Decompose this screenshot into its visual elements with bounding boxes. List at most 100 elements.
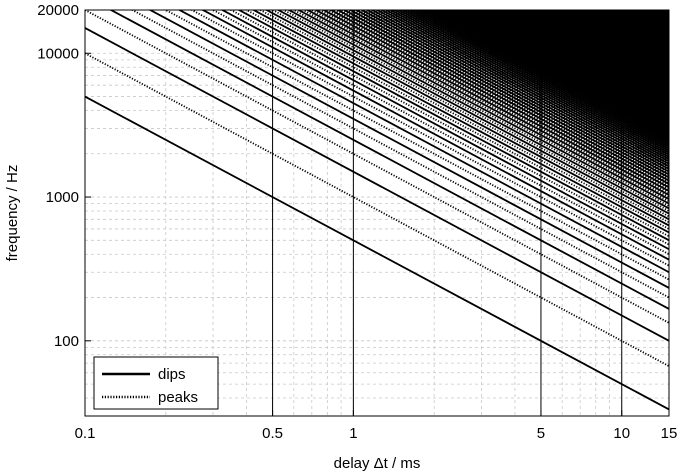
series-lines: [85, 10, 669, 411]
dips-line: [321, 10, 669, 196]
dips-line: [379, 10, 669, 165]
dips-line: [237, 10, 669, 242]
peaks-line: [665, 10, 669, 12]
peaks-line: [406, 10, 669, 151]
dips-line: [370, 10, 669, 170]
peaks-line: [426, 10, 669, 140]
dips-line: [388, 10, 669, 160]
y-tick-label: 20000: [37, 2, 79, 19]
peaks-line: [413, 10, 669, 147]
dips-line: [220, 10, 669, 251]
peaks-line: [402, 10, 669, 153]
peaks-line: [398, 10, 669, 155]
legend-dips-label: dips: [158, 366, 186, 383]
peaks-line: [429, 10, 669, 139]
x-tick-label: 15: [661, 425, 678, 442]
dips-line: [251, 10, 669, 234]
dips-line: [286, 10, 669, 215]
peaks-line: [332, 10, 669, 191]
peaks-line: [130, 10, 669, 299]
x-tick-label: 10: [613, 425, 630, 442]
dips-line: [329, 10, 669, 192]
legend: dips peaks: [93, 356, 219, 410]
peaks-line: [309, 10, 669, 203]
dips-line: [305, 10, 669, 205]
peaks-line: [351, 10, 669, 180]
peaks-line: [362, 10, 669, 174]
peaks-line: [189, 10, 669, 267]
dips-line: [296, 10, 669, 210]
peaks-line: [409, 10, 669, 149]
x-tick-label: 0.5: [262, 425, 283, 442]
peaks-line: [211, 10, 669, 256]
peaks-line: [432, 10, 669, 137]
peaks-line: [382, 10, 669, 164]
dips-line: [264, 10, 669, 227]
peaks-line: [462, 10, 669, 121]
peaks-line: [473, 10, 669, 115]
peaks-line: [453, 10, 669, 126]
peaks-line: [448, 10, 669, 128]
dips-line: [665, 10, 669, 12]
dips-line: [365, 10, 669, 173]
peaks-line: [666, 10, 669, 12]
dips-line: [313, 10, 669, 200]
peaks-line: [445, 10, 669, 130]
peaks-line: [281, 10, 669, 218]
peaks-line: [85, 52, 669, 367]
peaks-line: [440, 10, 669, 133]
dips-line: [666, 10, 669, 12]
y-axis-label: frequency / Hz: [4, 165, 21, 262]
peaks-line: [377, 10, 669, 166]
peaks-line: [325, 10, 669, 194]
dips-line: [177, 10, 669, 274]
dips-line: [335, 10, 669, 189]
peaks-line: [455, 10, 669, 124]
peaks-line: [390, 10, 669, 159]
peaks-line: [435, 10, 669, 136]
y-tick-label: 100: [54, 333, 79, 350]
dips-line: [200, 10, 669, 261]
peaks-line: [394, 10, 669, 157]
plot-frame: [84, 9, 670, 417]
peaks-line: [458, 10, 669, 123]
dips-line: [359, 10, 669, 176]
peaks-line: [479, 10, 669, 112]
legend-peaks-label: peaks: [158, 389, 198, 406]
dips-line: [666, 10, 669, 12]
peaks-line: [475, 10, 669, 114]
peaks-line: [163, 10, 669, 281]
dips-line: [375, 10, 669, 168]
peaks-line: [465, 10, 669, 120]
peaks-line: [372, 10, 669, 169]
dips-line: [109, 10, 669, 310]
peaks-line: [666, 10, 669, 12]
highlight-lines: [272, 10, 623, 416]
dips-line: [342, 10, 669, 185]
dips-line: [396, 10, 669, 156]
peaks-line: [339, 10, 669, 187]
x-tick-label: 5: [537, 425, 545, 442]
peaks-line: [416, 10, 669, 145]
peaks-line: [665, 10, 669, 12]
peaks-line: [469, 10, 669, 117]
dips-line: [85, 27, 669, 342]
peaks-line: [85, 10, 669, 324]
peaks-line: [244, 10, 669, 238]
peaks-line: [460, 10, 669, 122]
peaks-line: [665, 10, 669, 12]
peaks-line: [357, 10, 669, 177]
peaks-line: [477, 10, 669, 113]
dips-line: [392, 10, 669, 158]
peaks-line: [437, 10, 669, 134]
peaks-line: [229, 10, 669, 246]
peaks-line: [443, 10, 669, 131]
peaks-line: [667, 10, 669, 11]
dips-line: [85, 95, 669, 411]
dips-line: [354, 10, 669, 179]
peaks-line: [386, 10, 669, 162]
peaks-line: [345, 10, 669, 184]
peaks-line: [451, 10, 669, 127]
peaks-line: [423, 10, 669, 142]
